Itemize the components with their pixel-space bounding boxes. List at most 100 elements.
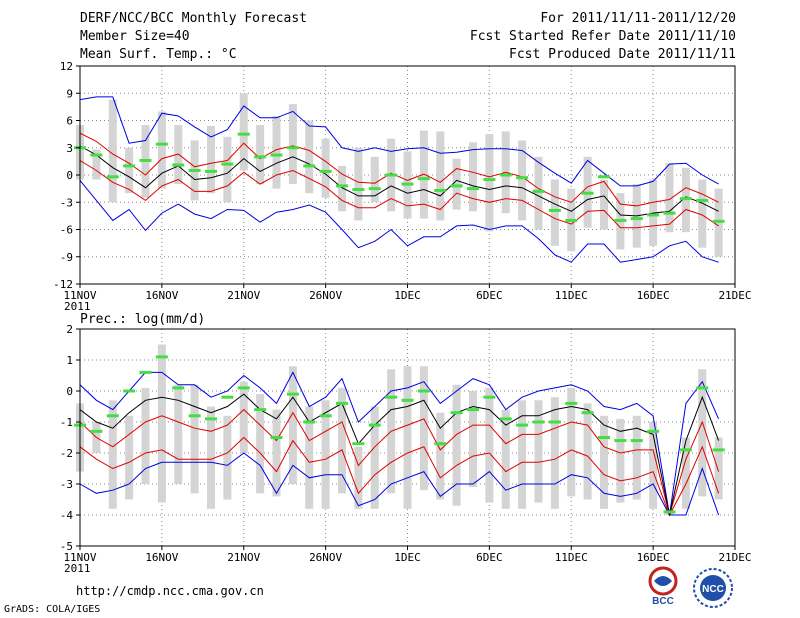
ensemble-box [714,437,723,500]
x-tick-label: 6DEC [476,289,503,302]
median-marker [139,158,152,162]
median-marker [647,213,660,217]
median-marker [548,420,561,424]
ensemble-box [567,387,576,497]
ensemble-box [108,400,117,509]
y-tick-label: 9 [66,87,73,100]
svg-text:BCC: BCC [652,596,674,606]
y-tick-label: 0 [66,169,73,182]
median-marker [319,169,332,173]
median-marker [679,448,692,452]
chart-title: DERF/NCC/BCC Monthly Forecast [80,11,307,26]
median-marker [483,395,496,399]
x-tick-label: 21DEC [718,289,751,302]
median-marker [139,370,152,374]
median-marker [516,176,529,180]
ensemble-box [534,156,543,230]
ensemble-box [600,415,608,509]
ensemble-box [321,400,330,509]
ensemble-box [125,147,134,194]
ensemble-box [321,138,330,198]
median-marker [647,429,660,433]
y-tick-label: 12 [60,60,73,73]
x-tick-label: 11DEC [555,289,588,302]
ensemble-box [338,387,346,494]
median-marker [221,395,234,399]
median-marker [401,398,414,402]
x-tick-label: 16NOV [145,289,178,302]
median-marker [712,448,725,452]
median-marker [205,417,217,421]
ensemble-box [256,125,265,185]
spread-lower-line [79,436,720,517]
median-marker [712,219,725,223]
ensemble-box [370,156,379,203]
median-marker [106,175,119,179]
median-marker [188,414,201,418]
median-marker [696,386,709,390]
ensemble-box [305,406,314,509]
median-marker [172,163,185,167]
ensemble-box [452,158,461,210]
ensemble-box [419,366,428,491]
x-tick-label: 16NOV [145,551,178,564]
svg-text:NCC: NCC [702,584,724,595]
median-marker [532,189,545,193]
ensemble-box [141,387,150,484]
y-tick-label: 6 [66,115,73,128]
median-marker [598,436,610,439]
median-marker [254,155,267,159]
x-tick-label: 11DEC [555,551,588,564]
ensemble-box [485,134,494,232]
median-marker [663,510,676,514]
ensemble-box [485,387,494,503]
median-marker [286,146,299,150]
spread-upper-line [79,132,719,207]
median-marker [614,218,627,222]
median-marker [368,187,381,191]
y-tick-label: 0 [66,385,73,398]
fcst-produced-date: Fcst Produced Date 2011/11/11 [509,47,736,62]
x-tick-label: 11NOV [63,551,96,564]
x-tick-label: 1DEC [394,289,421,302]
ensemble-box [583,403,592,500]
median-marker [417,389,430,393]
ensemble-box [436,131,445,221]
x-tick-year: 2011 [64,562,91,575]
ensemble-box [190,384,199,494]
median-marker [385,173,398,177]
median-marker [254,408,267,412]
median-marker [270,153,283,157]
y-tick-label: -6 [60,224,73,237]
median-marker [385,395,398,399]
y-tick-label: -3 [60,196,73,209]
median-marker [532,420,545,424]
ncc-logo: NCC [693,568,733,608]
ensemble-box [125,415,134,500]
ensemble-box [698,369,707,497]
ensemble-box [469,391,477,488]
x-tick-label: 6DEC [476,551,503,564]
median-marker [581,191,594,195]
median-marker [467,187,479,191]
median-marker [303,420,316,424]
median-marker [90,429,103,433]
median-marker [188,168,201,172]
min-line [79,180,719,263]
median-marker [336,184,348,188]
x-tick-label: 11NOV [63,289,96,302]
x-tick-label: 26NOV [309,551,342,564]
ensemble-box [157,344,166,503]
median-marker [352,188,365,192]
median-marker [483,178,496,182]
median-marker [90,153,103,157]
ensemble-box [403,366,412,509]
source-url[interactable]: http://cmdp.ncc.cma.gov.cn [76,584,264,598]
y-tick-label: -1 [60,416,73,429]
ensemble-box [174,384,183,484]
max-line [79,96,719,187]
bcc-logo: BCC [648,566,678,606]
ensemble-box [272,115,281,189]
